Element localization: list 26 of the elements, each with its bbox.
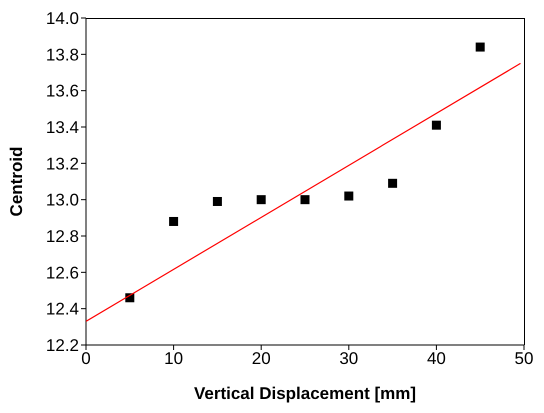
point: [344, 192, 354, 201]
y-tick-label: 12.4: [46, 300, 79, 319]
point: [256, 195, 266, 204]
x-tick-label: 10: [164, 349, 184, 368]
point: [212, 196, 222, 206]
y-axis-title: Centroid: [7, 146, 26, 216]
y-tick-label: 12.8: [46, 227, 79, 246]
y-tick-label: 13.6: [46, 82, 79, 101]
y-tick-label: 13.8: [46, 45, 79, 64]
point: [388, 178, 398, 188]
y-tick-label: 13.2: [46, 154, 79, 174]
y-tick-label: 13.4: [46, 118, 79, 138]
x-axis-title: Vertical Displacement [mm]: [194, 384, 416, 404]
x-tick-label: 0: [81, 349, 91, 368]
x-tick-label: 40: [426, 349, 446, 368]
y-tick-label: 12.2: [46, 336, 79, 356]
point: [432, 120, 441, 130]
x-tick-label: 20: [252, 349, 271, 368]
point: [476, 42, 485, 52]
y-tick-label: 12.6: [46, 263, 79, 282]
x-tick-label: 50: [514, 349, 534, 368]
x-tick-label: 30: [339, 349, 358, 368]
y-tick-label: 13.0: [46, 190, 79, 210]
point: [300, 195, 310, 204]
point: [169, 216, 178, 226]
y-tick-label: 14.0: [46, 9, 79, 28]
